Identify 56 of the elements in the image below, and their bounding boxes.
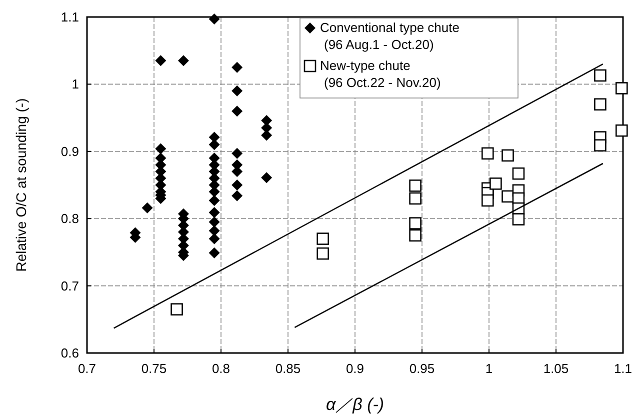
point <box>482 194 494 207</box>
point <box>208 216 220 228</box>
point <box>178 55 189 66</box>
legend-label: New-type chute (96 Oct.22 - Nov.20) <box>320 58 441 90</box>
x-tick-label: 0.7 <box>78 361 96 376</box>
point <box>208 139 220 150</box>
point <box>170 303 183 316</box>
point <box>208 233 220 244</box>
x-tick-label: 1.1 <box>614 361 632 376</box>
point <box>616 82 628 94</box>
x-axis-title: α／β (-) <box>326 395 384 414</box>
point <box>409 229 422 242</box>
x-tick-label: 0.95 <box>409 361 435 376</box>
y-axis-title: Relative O/C at sounding (-) <box>13 98 29 272</box>
point <box>208 207 220 218</box>
point <box>512 167 525 180</box>
point <box>232 148 243 159</box>
point <box>232 85 243 96</box>
point <box>232 190 243 202</box>
y-tick-label: 1.1 <box>60 10 79 24</box>
x-tick-label: 1 <box>485 361 493 376</box>
point <box>512 213 525 226</box>
x-tick-label: 0.9 <box>346 361 364 376</box>
legend-label: Conventional type chute (96 Aug.1 - Oct.20) <box>320 20 460 52</box>
point <box>142 202 153 214</box>
point <box>409 217 422 230</box>
y-tick-label: 0.6 <box>60 346 79 360</box>
point <box>502 149 514 162</box>
point <box>316 247 329 260</box>
x-tick-label: 0.8 <box>212 361 230 376</box>
point <box>155 55 166 66</box>
point <box>409 180 422 192</box>
point <box>208 14 220 25</box>
point <box>616 124 628 137</box>
y-tick-label: 0.8 <box>60 211 79 226</box>
x-tick-label: 0.75 <box>141 361 167 376</box>
point <box>594 139 606 152</box>
y-tick-label: 0.7 <box>60 278 79 294</box>
point <box>409 192 422 205</box>
point <box>261 172 272 184</box>
point <box>155 143 166 154</box>
point <box>594 98 606 111</box>
y-tick-label: 0.9 <box>60 144 79 159</box>
point <box>232 62 243 73</box>
point <box>208 247 220 258</box>
point <box>594 69 606 82</box>
x-tick-label: 0.85 <box>275 361 301 376</box>
y-tick-label: 1 <box>72 76 79 92</box>
point <box>232 106 243 117</box>
point <box>208 225 220 236</box>
x-tick-label: 1.05 <box>543 361 569 376</box>
point <box>490 178 502 190</box>
point <box>208 194 220 206</box>
point <box>232 180 243 190</box>
point <box>316 232 329 245</box>
point <box>482 147 494 160</box>
